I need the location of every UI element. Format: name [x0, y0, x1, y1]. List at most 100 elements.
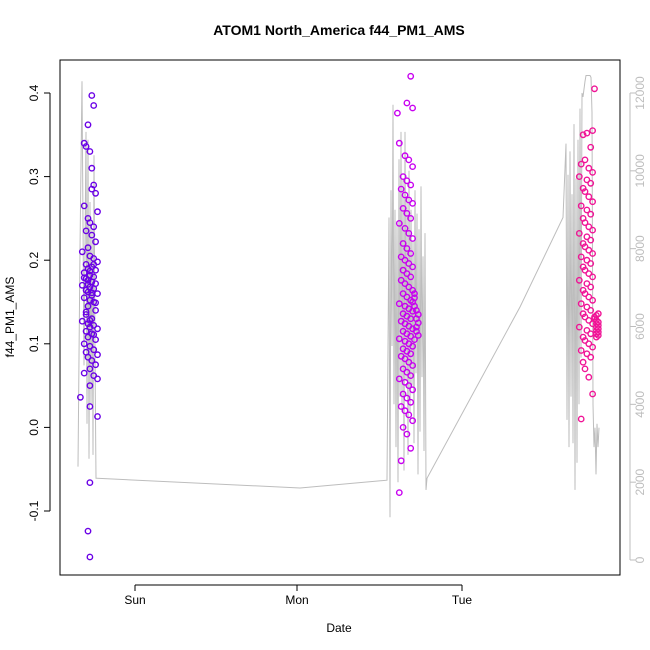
data-point: [594, 310, 602, 318]
data-point: [92, 306, 100, 314]
data-point: [395, 139, 403, 147]
y-tick-label: -0.1: [27, 500, 41, 521]
data-point: [80, 274, 88, 282]
data-point: [585, 316, 593, 324]
data-point: [92, 238, 100, 246]
data-point: [575, 276, 583, 284]
data-point: [84, 121, 92, 129]
data-point: [86, 365, 94, 373]
data-point: [90, 346, 98, 354]
y-axis: -0.1 0.0 0.1 0.2 0.3 0.4: [27, 84, 51, 521]
data-point: [414, 331, 422, 339]
data-point: [585, 246, 593, 254]
data-point: [581, 365, 589, 373]
data-point: [405, 229, 413, 237]
data-point: [575, 229, 583, 237]
data-point: [589, 226, 596, 234]
data-point: [403, 394, 411, 402]
data-point: [399, 173, 407, 181]
data-point: [585, 293, 593, 301]
data-point: [585, 340, 593, 348]
data-point: [401, 355, 409, 363]
data-point: [401, 256, 409, 264]
data-point: [399, 204, 407, 212]
data-point: [577, 300, 585, 308]
data-point: [84, 280, 92, 288]
data-point: [84, 302, 92, 310]
data-point: [86, 148, 94, 155]
y-tick-label: 0.0: [27, 419, 41, 436]
data-point: [94, 375, 101, 383]
data-point: [407, 444, 415, 452]
data-point: [405, 382, 413, 389]
data-point: [405, 196, 413, 204]
data-point: [583, 176, 591, 184]
data-point: [92, 299, 100, 307]
data-point: [401, 191, 409, 199]
data-point: [78, 317, 86, 325]
data-point: [591, 85, 598, 93]
data-point: [587, 236, 595, 244]
data-point: [82, 311, 90, 318]
data-point: [88, 164, 96, 172]
data-point: [80, 202, 88, 210]
x-tick-label: Mon: [285, 593, 308, 607]
data-point: [405, 358, 413, 366]
data-point: [583, 129, 591, 137]
data-point: [86, 323, 94, 331]
data-point: [401, 224, 409, 232]
data-point: [583, 303, 591, 311]
data-point: [399, 423, 407, 431]
data-point: [409, 417, 416, 425]
data-point: [84, 333, 92, 341]
data-point: [581, 219, 589, 227]
data-point: [581, 266, 589, 274]
secondary-y-tick-label: 8000: [633, 235, 647, 262]
data-point: [395, 375, 403, 383]
data-point: [581, 290, 589, 297]
data-point: [583, 350, 591, 358]
data-point: [94, 325, 101, 333]
data-point: [399, 266, 407, 274]
data-point: [583, 206, 591, 214]
secondary-y-tick-label: 2000: [633, 468, 647, 495]
data-point: [575, 323, 583, 331]
secondary-y-axis: 0 2000 4000 6000 8000 10000 12000: [629, 76, 647, 563]
data-point: [401, 280, 409, 287]
data-point: [80, 340, 88, 348]
x-axis: Sun Mon Tue: [124, 584, 472, 607]
data-point: [589, 296, 596, 304]
data-point: [399, 390, 407, 398]
data-point: [86, 219, 94, 227]
data-point: [90, 321, 98, 329]
data-point: [407, 72, 415, 80]
data-point: [401, 407, 409, 415]
data-point: [577, 160, 585, 168]
data-point: [90, 260, 98, 268]
data-point: [395, 489, 403, 496]
data-point: [589, 168, 596, 176]
data-point: [403, 245, 411, 252]
data-point: [589, 273, 596, 281]
data-point: [587, 260, 595, 267]
secondary-y-tick-label: 12000: [633, 76, 647, 110]
data-point: [583, 256, 591, 264]
y-tick-label: 0.3: [27, 168, 41, 185]
data-point: [80, 369, 88, 377]
data-point: [581, 313, 589, 321]
data-point: [577, 415, 585, 423]
y-axis-label: f44_PM1_AMS: [3, 277, 17, 358]
data-point: [409, 104, 416, 112]
data-point: [587, 179, 595, 187]
data-point: [86, 382, 94, 389]
data-point: [581, 243, 589, 251]
data-point: [579, 358, 587, 366]
data-point: [583, 326, 591, 334]
data-point: [589, 250, 596, 257]
data-point: [82, 143, 90, 150]
data-point: [585, 193, 593, 201]
data-point: [585, 223, 593, 231]
data-point: [577, 202, 585, 210]
data-point: [403, 368, 411, 376]
data-point: [407, 181, 415, 189]
